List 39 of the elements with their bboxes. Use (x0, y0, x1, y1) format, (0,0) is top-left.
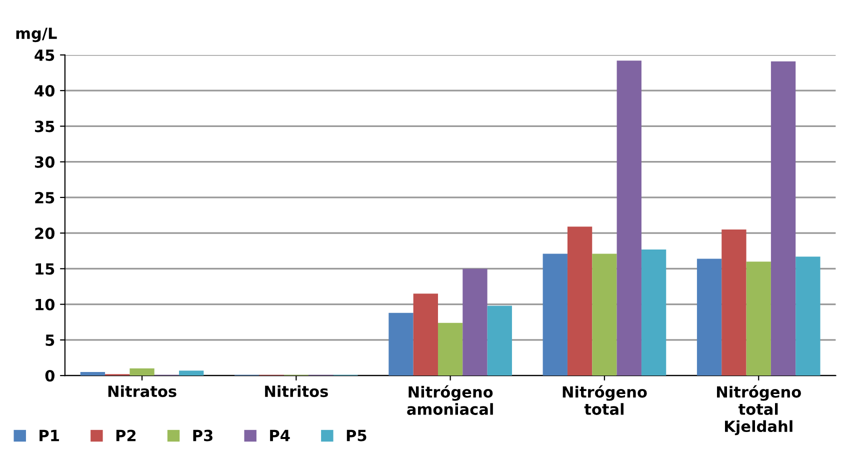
y-tick-label: 5 (46, 334, 54, 346)
y-tick-label: 15 (36, 263, 54, 275)
bar (722, 230, 746, 376)
x-tick-label: Nitrógeno total (562, 385, 647, 415)
bar (388, 312, 414, 376)
legend-label: P1 (40, 430, 59, 442)
bar (616, 60, 642, 376)
x-tick-label: Nitritos (265, 385, 328, 398)
bar (80, 372, 106, 376)
bar (641, 249, 666, 376)
y-tick-label: 0 (45, 370, 54, 382)
y-axis-title: mg/L (16, 28, 57, 42)
bar (746, 262, 771, 376)
bar (413, 294, 438, 376)
legend-label: P4 (270, 430, 290, 442)
bar (770, 61, 796, 376)
legend-label: P5 (346, 430, 366, 442)
bar (462, 268, 488, 376)
x-tick-label: Nitrógeno amoniacal (407, 385, 493, 415)
legend-label: P3 (193, 430, 212, 442)
bar (542, 254, 568, 376)
bar (696, 258, 722, 376)
y-tick-label: 35 (34, 120, 54, 132)
bar (567, 226, 592, 376)
legend-label: P2 (116, 430, 136, 442)
bar (130, 368, 154, 376)
y-tick-label: 20 (35, 228, 54, 240)
y-tick-label: 10 (36, 298, 54, 310)
x-tick-label: Nitrógeno total Kjeldahl (717, 385, 801, 436)
y-tick-label: 40 (34, 85, 54, 97)
bar (592, 254, 617, 376)
bar (796, 256, 820, 376)
bar (179, 370, 204, 376)
bar (487, 306, 512, 376)
bar (438, 322, 463, 376)
y-tick-label: 30 (34, 156, 54, 168)
y-tick-label: 45 (34, 50, 54, 61)
x-tick-label: Nitratos (108, 385, 176, 398)
y-tick-label: 25 (35, 192, 54, 204)
